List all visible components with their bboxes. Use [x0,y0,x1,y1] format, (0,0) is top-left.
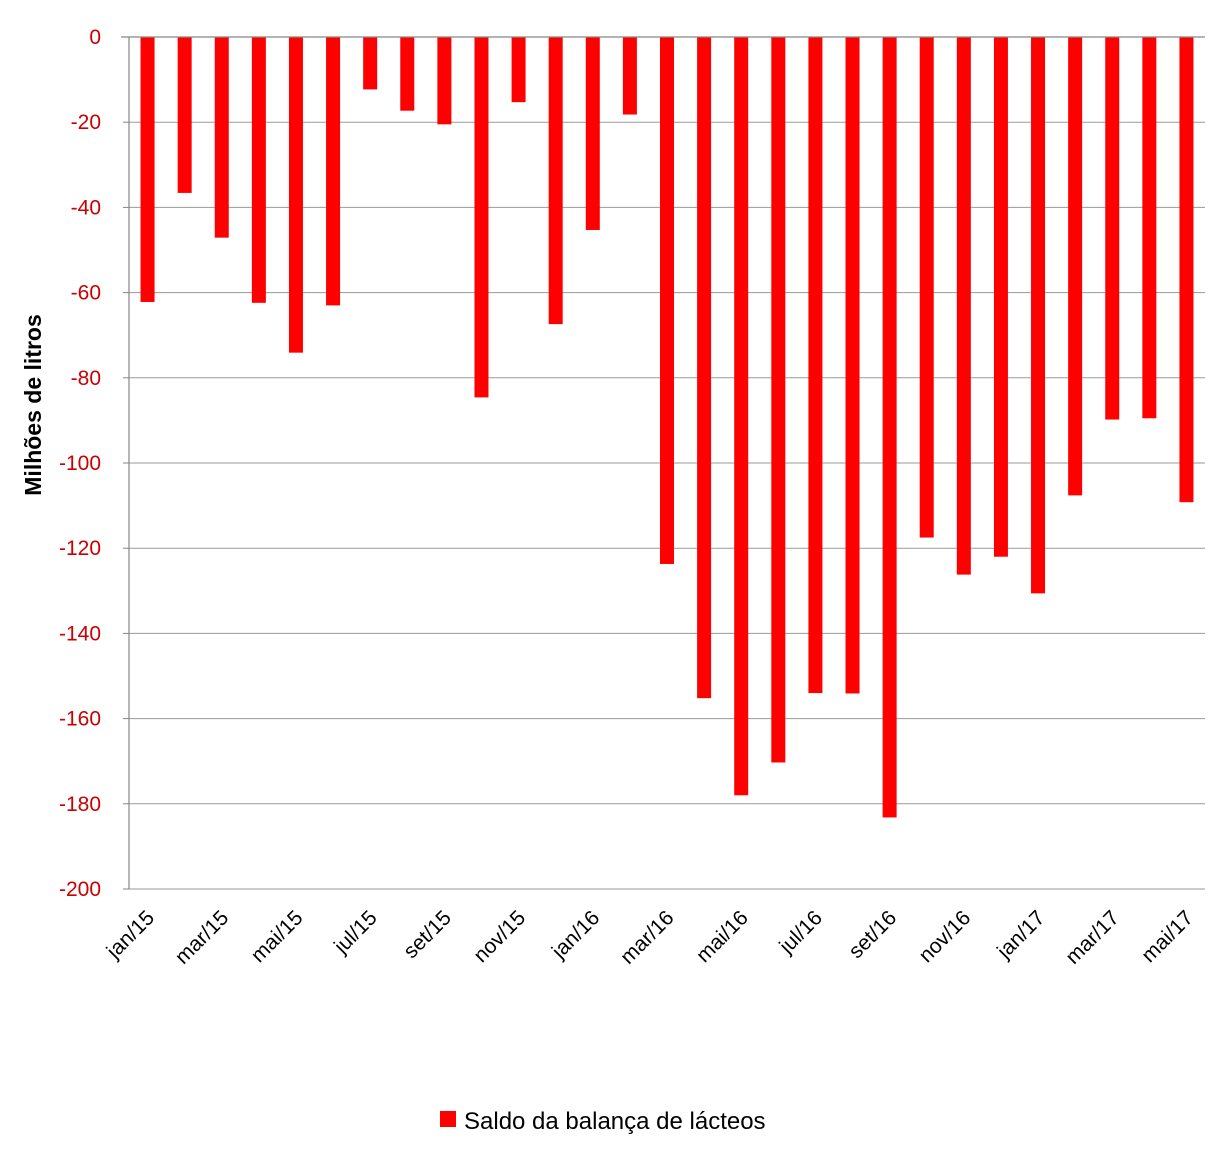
x-tick-label: mar/17 [1061,906,1123,968]
legend-swatch [440,1111,456,1127]
bar-mar-15 [214,37,229,238]
x-tick-labels: jan/15 mar/15 mai/15 jul/15 set/15 nov/15 jan/… [102,906,1198,968]
y-tick-label: -140 [59,622,101,645]
x-tick-label: jan/15 [102,906,159,963]
axes [121,36,1205,890]
x-tick-label: nov/16 [915,906,976,967]
x-tick-label: set/16 [844,906,901,963]
bars [140,37,1194,818]
x-tick-label: mai/17 [1137,906,1198,967]
bar-jan-16 [585,37,600,230]
bar-fev-15 [177,37,192,193]
legend: Saldo da balança de lácteos [440,1108,766,1135]
bar-fev-17 [1068,37,1083,496]
bar-out-15 [474,37,489,398]
x-tick-label: jan/16 [547,906,604,963]
bar-ago-15 [400,37,415,111]
bar-mar-17 [1105,37,1120,420]
bar-dez-16 [993,37,1008,557]
bar-nov-15 [511,37,526,103]
bar-jun-15 [326,37,341,306]
y-tick-label: -200 [59,878,101,901]
x-tick-label: mai/16 [692,906,753,967]
x-tick-label: mai/15 [247,906,308,967]
y-tick-label: -60 [71,282,101,305]
bar-set-16 [882,37,897,818]
x-tick-label: jan/17 [992,906,1049,963]
bar-nov-16 [956,37,971,575]
y-axis-title: Milhões de litros [20,314,46,495]
y-tick-label: -80 [71,367,101,390]
y-tick-label: 0 [89,26,101,49]
bar-ago-16 [845,37,860,694]
y-tick-label: -160 [59,708,101,731]
x-tick-label: set/15 [399,906,456,963]
y-tick-label: -20 [71,111,101,134]
x-tick-label: jul/15 [329,906,381,958]
bar-abr-16 [697,37,712,699]
bar-jun-16 [771,37,786,763]
x-tick-label: mar/16 [616,906,678,968]
bar-jul-15 [363,37,378,90]
y-tick-label: -100 [59,452,101,475]
x-tick-label: mar/15 [171,906,233,968]
x-tick-label: jul/16 [774,906,826,958]
y-tick-labels: 0 -20 -40 -60 -80 -100 -120 -140 -160 -180 -200 [59,26,101,901]
y-tick-label: -120 [59,537,101,560]
bar-jan-15 [140,37,155,302]
y-tick-label: -180 [59,793,101,816]
bar-set-15 [437,37,452,125]
bar-mai-16 [734,37,749,796]
bar-dez-15 [548,37,563,325]
bar-jan-17 [1031,37,1046,594]
y-tick-label: -40 [71,196,101,219]
bar-abr-15 [251,37,266,303]
bar-out-16 [919,37,934,538]
bar-mai-15 [288,37,303,353]
legend-label: Saldo da balança de lácteos [464,1108,766,1135]
bar-fev-16 [622,37,637,115]
bar-abr-17 [1142,37,1157,419]
bar-mai-17 [1179,37,1194,503]
x-tick-label: nov/15 [469,906,530,967]
bar-jul-16 [808,37,823,694]
bar-mar-16 [660,37,674,564]
